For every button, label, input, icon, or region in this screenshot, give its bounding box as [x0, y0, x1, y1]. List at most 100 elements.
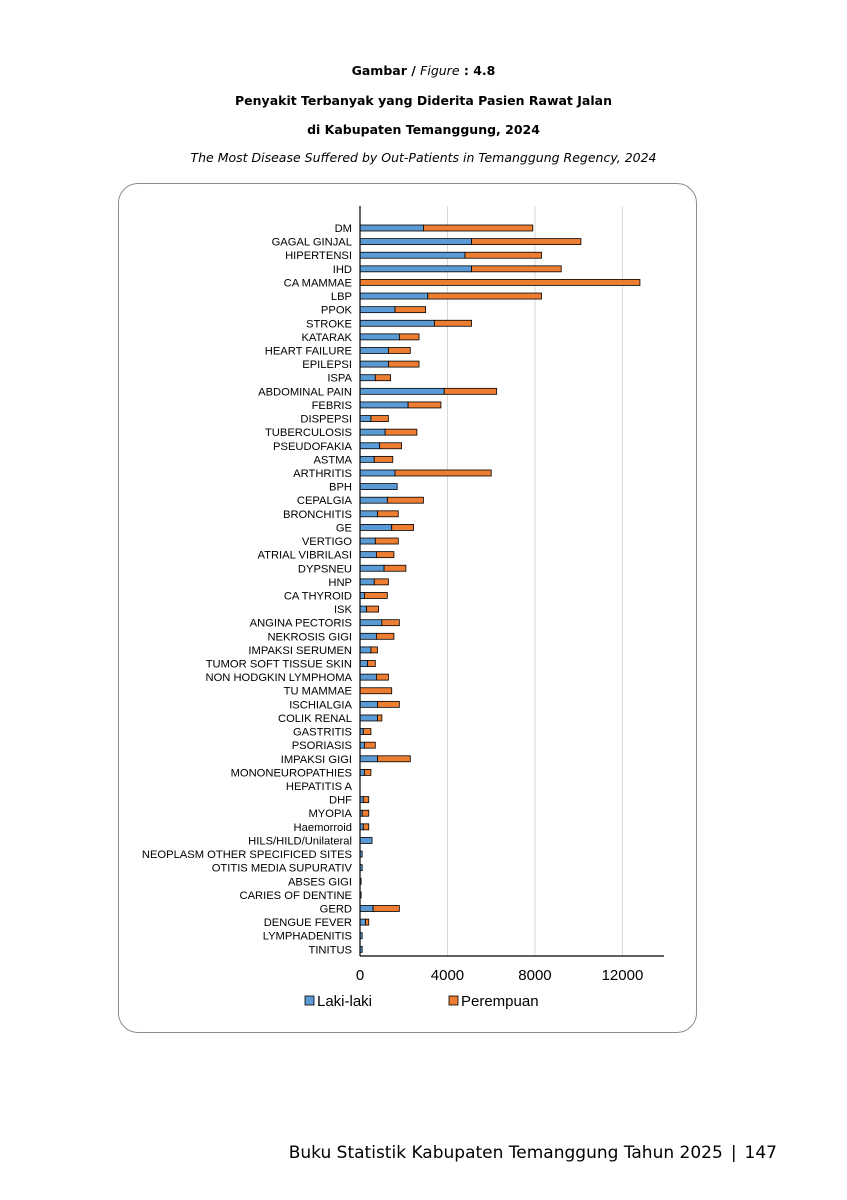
y-category-label: BRONCHITIS — [283, 509, 352, 521]
bar-perempuan — [376, 632, 395, 640]
bar-perempuan — [370, 415, 389, 422]
bar-perempuan — [377, 510, 399, 518]
bar-laki-laki — [359, 605, 367, 613]
bar-perempuan — [377, 755, 411, 763]
y-category-label: NEKROSIS GIGI — [267, 631, 352, 643]
y-category-label: DENGUE FEVER — [264, 917, 352, 929]
y-category-label: DHF — [329, 795, 352, 807]
bar-perempuan — [372, 905, 400, 912]
y-category-label: ATRIAL VIBRILASI — [257, 550, 352, 562]
bar-perempuan — [374, 374, 392, 382]
y-category-label: DM — [335, 223, 352, 235]
bar-laki-laki — [359, 306, 396, 314]
bar-perempuan — [433, 319, 472, 327]
y-category-label: IMPAKSI SERUMEN — [248, 645, 352, 657]
bar-perempuan — [377, 700, 400, 708]
bar-perempuan — [373, 455, 394, 463]
page-footer: Buku Statistik Kabupaten Temanggung Tahu… — [289, 1143, 777, 1163]
bar-perempuan — [386, 496, 424, 504]
bar-perempuan — [359, 279, 641, 286]
legend-swatch — [304, 995, 315, 1006]
bar-perempuan — [362, 823, 370, 831]
y-category-label: FEBRIS — [312, 400, 352, 412]
bar-perempuan — [394, 306, 427, 314]
bar-laki-laki — [359, 415, 372, 422]
y-category-label: EPILEPSI — [302, 359, 352, 371]
bar-laki-laki — [359, 238, 472, 246]
footer-text: Buku Statistik Kabupaten Temanggung Tahu… — [288, 1143, 723, 1163]
gambar-label: Gambar / — [351, 63, 416, 78]
bar-perempuan — [471, 265, 562, 273]
bar-laki-laki — [359, 755, 378, 763]
y-category-label: LYMPHADENITIS — [263, 931, 352, 943]
bar-laki-laki — [359, 319, 435, 327]
bar-perempuan — [388, 347, 411, 354]
bar-perempuan — [365, 918, 370, 926]
y-category-label: TUBERCULOSIS — [265, 427, 352, 439]
bar-perempuan — [427, 292, 542, 300]
y-category-label: LBP — [331, 291, 352, 303]
y-category-label: ARTHRITIS — [293, 468, 352, 480]
bar-perempuan — [391, 524, 414, 531]
bar-laki-laki — [359, 224, 424, 232]
bar-perempuan — [423, 224, 534, 232]
bar-laki-laki — [359, 251, 466, 259]
bar-perempuan — [363, 741, 376, 749]
y-category-label: ABDOMINAL PAIN — [258, 386, 352, 398]
y-category-label: HEART FAILURE — [265, 345, 352, 357]
y-category-label: TUMOR SOFT TISSUE SKIN — [206, 659, 352, 671]
bar-laki-laki — [359, 837, 373, 844]
bar-laki-laki — [359, 578, 375, 586]
figure-title-en: The Most Disease Suffered by Out-Patient… — [190, 150, 657, 165]
bar-laki-laki — [359, 510, 378, 518]
bar-laki-laki — [359, 455, 375, 463]
bar-perempuan — [362, 728, 372, 735]
y-category-label: BPH — [329, 482, 352, 494]
figure-number-value: : 4.8 — [463, 63, 496, 78]
y-category-label: MYOPIA — [308, 808, 352, 820]
y-category-label: NON HODGKIN LYMPHOMA — [206, 672, 353, 684]
bar-laki-laki — [359, 714, 378, 722]
bar-perempuan — [464, 251, 542, 259]
bar-laki-laki — [359, 265, 472, 273]
bar-laki-laki — [359, 646, 372, 654]
bar-laki-laki — [359, 673, 377, 681]
bar-laki-laki — [359, 551, 377, 559]
bar-perempuan — [359, 687, 393, 695]
y-category-label: PSORIASIS — [292, 740, 352, 752]
figure-title-id: Penyakit Terbanyak yang Diderita Pasien … — [235, 93, 612, 108]
y-category-label: HIPERTENSI — [285, 250, 352, 262]
x-tick-label: 0 — [356, 967, 364, 984]
bar-perempuan — [370, 646, 378, 654]
y-category-label: CARIES OF DENTINE — [239, 890, 352, 902]
bar-laki-laki — [359, 374, 376, 382]
bar-perempuan — [384, 428, 418, 436]
bar-perempuan — [367, 660, 376, 667]
bar-perempuan — [374, 537, 399, 545]
bar-laki-laki — [359, 442, 381, 450]
y-category-label: GERD — [320, 904, 352, 916]
bar-perempuan — [388, 360, 420, 368]
y-category-label: TINITUS — [308, 944, 352, 956]
bar-laki-laki — [359, 292, 429, 300]
bar-laki-laki — [359, 483, 398, 490]
bar-perempuan — [379, 442, 402, 450]
y-category-label: HEPATITIS A — [286, 781, 353, 793]
legend-label: Laki-laki — [317, 993, 372, 1010]
y-category-label: PSEUDOFAKIA — [273, 441, 352, 453]
y-category-label: ISCHIALGIA — [289, 699, 352, 711]
y-category-label: DYPSNEU — [298, 563, 352, 575]
bar-laki-laki — [359, 496, 388, 504]
bar-laki-laki — [359, 619, 383, 627]
bar-laki-laki — [359, 905, 374, 912]
bar-laki-laki — [359, 564, 385, 572]
bar-laki-laki — [359, 360, 389, 368]
x-tick-label: 12000 — [602, 967, 644, 984]
legend-label: Perempuan — [461, 993, 539, 1010]
bar-perempuan — [366, 605, 379, 613]
bar-laki-laki — [359, 769, 365, 776]
y-category-label: GE — [336, 522, 352, 534]
footer-separator: | — [730, 1143, 737, 1163]
bar-perempuan — [443, 387, 498, 395]
